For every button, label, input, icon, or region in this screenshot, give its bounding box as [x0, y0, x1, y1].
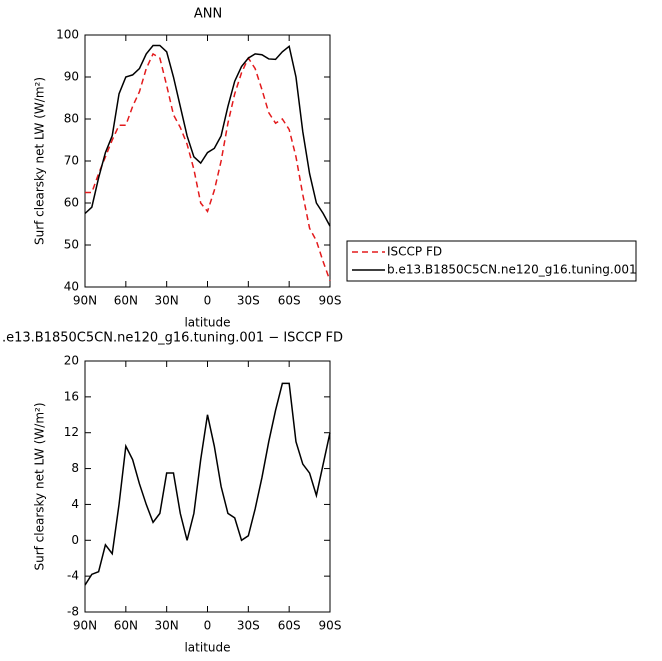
x-tick-label: 90N [73, 619, 97, 633]
y-tick-label: 12 [64, 425, 79, 439]
y-axis-label: Surf clearsky net LW (W/m²) [33, 402, 47, 570]
y-tick-label: 70 [64, 154, 79, 168]
x-tick-label: 30S [237, 619, 260, 633]
legend-box [346, 240, 637, 282]
y-tick-label: 60 [64, 196, 79, 210]
y-tick-label: 80 [64, 112, 79, 126]
y-tick-label: 40 [64, 280, 79, 294]
x-tick-label: 60N [114, 619, 138, 633]
y-tick-label: 16 [64, 389, 79, 403]
x-axis-label: latitude [184, 316, 230, 330]
x-tick-label: 90N [73, 294, 97, 308]
plot-frame [84, 34, 331, 288]
x-tick-label: 30N [155, 294, 179, 308]
x-axis-label: latitude [184, 641, 230, 655]
legend-label: b.e13.B1850C5CN.ne120_g16.tuning.001 [387, 263, 637, 277]
x-tick-label: 90S [319, 294, 342, 308]
y-axis-label: Surf clearsky net LW (W/m²) [33, 77, 47, 245]
x-tick-label: 0 [204, 619, 212, 633]
y-tick-label: 8 [71, 461, 79, 475]
y-tick-label: 90 [64, 70, 79, 84]
x-tick-label: 60S [278, 619, 301, 633]
x-tick-label: 60S [278, 294, 301, 308]
y-tick-label: -8 [67, 605, 79, 619]
y-tick-label: 20 [64, 354, 79, 368]
x-tick-label: 90S [319, 619, 342, 633]
y-tick-label: 4 [71, 497, 79, 511]
chart-title: ANN [194, 7, 222, 22]
chart-title: .e13.B1850C5CN.ne120_g16.tuning.001 − IS… [2, 331, 343, 346]
y-tick-label: -4 [67, 569, 79, 583]
legend-label: ISCCP FD [387, 245, 442, 259]
x-tick-label: 0 [204, 294, 212, 308]
data-line [84, 382, 331, 586]
x-tick-label: 60N [114, 294, 138, 308]
y-tick-label: 100 [56, 28, 79, 42]
data-line [85, 52, 331, 281]
y-tick-label: 50 [64, 238, 79, 252]
data-line [84, 44, 331, 227]
x-tick-label: 30N [155, 619, 179, 633]
x-tick-label: 30S [237, 294, 260, 308]
y-tick-label: 0 [71, 533, 79, 547]
